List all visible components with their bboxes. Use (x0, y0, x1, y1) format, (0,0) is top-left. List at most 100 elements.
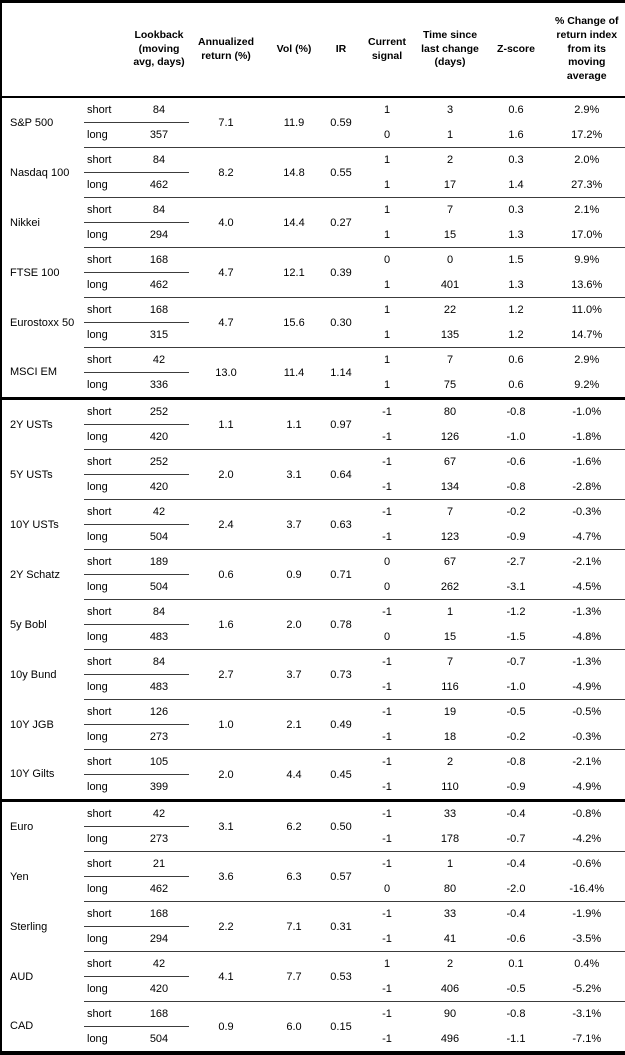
pct-change-value: 13.6% (571, 278, 603, 291)
annualized-return-value: 8.2 (189, 147, 263, 198)
leg-label: short (84, 97, 129, 123)
annualized-return-value: 4.1 (189, 951, 263, 1002)
zscore-value: -0.7 (483, 649, 549, 675)
zscore-value: -0.8 (483, 397, 549, 425)
pct-change-value: 2.1% (549, 197, 625, 223)
pct-change-value: -4.5% (572, 580, 602, 593)
current-signal-value: 1 (383, 178, 391, 191)
current-signal-value: -1 (382, 982, 392, 995)
table-row: Nasdaq 100 short 84 8.2 14.8 0.55 1 2 0.3 2.0% (1, 147, 625, 198)
ir-value: 0.50 (325, 799, 357, 852)
asset-name: 10Y USTs (10, 518, 59, 531)
pct-change-value: 9.9% (549, 247, 625, 273)
time-since-change-value: 18 (443, 730, 457, 743)
pct-change-value: -4.9% (572, 780, 602, 793)
table-row: 10Y Gilts short 105 2.0 4.4 0.45 -1 2 -0.8 -2.1% (1, 749, 625, 801)
time-since-change-value: 262 (440, 580, 460, 593)
time-since-change-value: 33 (417, 799, 483, 827)
lookback-value: 504 (149, 531, 169, 543)
pct-change-value: 27.3% (571, 178, 603, 191)
asset-name: Eurostoxx 50 (10, 316, 75, 329)
current-signal-value: -1 (382, 430, 392, 443)
lookback-value: 84 (129, 197, 189, 223)
leg-label: short (84, 699, 129, 725)
header-row: Lookback (moving avg, days) Annualized r… (1, 2, 625, 97)
table-row: long 420 -1 126 -1.0 -1.8% (1, 425, 625, 450)
lookback-value: 294 (149, 229, 169, 241)
col-header-lookback: Lookback (moving avg, days) (133, 28, 185, 69)
table-row: 5Y USTs short 252 2.0 3.1 0.64 -1 67 -0.6 -1.6% (1, 449, 625, 500)
asset-name: AUD (10, 970, 34, 983)
zscore-value: -0.8 (483, 1001, 549, 1027)
current-signal-value: -1 (382, 780, 392, 793)
pct-change-value: -1.8% (572, 430, 602, 443)
leg-label: short (84, 901, 129, 927)
lookback-value: 42 (129, 951, 189, 977)
time-since-change-value: 126 (440, 430, 460, 443)
table-row: CAD short 168 0.9 6.0 0.15 -1 90 -0.8 -3.1% (1, 1001, 625, 1053)
ir-value: 0.73 (325, 649, 357, 700)
leg-label: short (84, 449, 129, 475)
annualized-return-value: 3.1 (189, 799, 263, 852)
col-header-ir: IR (335, 42, 347, 55)
lookback-value: 483 (149, 631, 169, 643)
leg-label: long (87, 883, 108, 895)
vol-value: 0.9 (263, 549, 325, 600)
leg-label: long (87, 129, 108, 141)
zscore-value: -3.1 (506, 580, 526, 593)
table-row: AUD short 42 4.1 7.7 0.53 1 2 0.1 0.4% (1, 951, 625, 1002)
leg-label: short (84, 649, 129, 675)
ir-value: 0.64 (325, 449, 357, 500)
time-since-change-value: 90 (417, 1001, 483, 1027)
leg-label: short (84, 397, 129, 425)
zscore-value: -0.4 (483, 851, 549, 877)
table-row: long 399 -1 110 -0.9 -4.9% (1, 775, 625, 801)
current-signal-value: -1 (357, 699, 417, 725)
pct-change-value: -2.1% (549, 749, 625, 775)
current-signal-value: -1 (382, 680, 392, 693)
zscore-value: 1.2 (508, 328, 524, 341)
zscore-value: 1.3 (508, 278, 524, 291)
ir-value: 0.78 (325, 599, 357, 650)
annualized-return-value: 2.4 (189, 499, 263, 550)
pct-change-value: -2.8% (572, 480, 602, 493)
zscore-value: 1.4 (508, 178, 524, 191)
zscore-value: -1.2 (483, 599, 549, 625)
vol-value: 14.8 (263, 147, 325, 198)
leg-label: short (84, 799, 129, 827)
time-since-change-value: 7 (417, 347, 483, 373)
lookback-value: 357 (149, 129, 169, 141)
vol-value: 1.1 (263, 397, 325, 450)
pct-change-value: 17.0% (571, 228, 603, 241)
lookback-value: 462 (149, 279, 169, 291)
lookback-value: 84 (129, 599, 189, 625)
leg-label: long (87, 481, 108, 493)
pct-change-value: 2.0% (549, 147, 625, 173)
leg-label: long (87, 379, 108, 391)
time-since-change-value: 2 (417, 951, 483, 977)
current-signal-value: 1 (357, 297, 417, 323)
time-since-change-value: 178 (440, 832, 460, 845)
annualized-return-value: 2.7 (189, 649, 263, 700)
pct-change-value: -1.9% (549, 901, 625, 927)
table-row: long 336 1 75 0.6 9.2% (1, 373, 625, 399)
time-since-change-value: 406 (440, 982, 460, 995)
asset-name: 5Y USTs (10, 468, 53, 481)
time-since-change-value: 22 (417, 297, 483, 323)
time-since-change-value: 80 (417, 397, 483, 425)
annualized-return-value: 2.0 (189, 749, 263, 801)
current-signal-value: 1 (383, 104, 391, 117)
current-signal-value: -1 (357, 649, 417, 675)
current-signal-value: 1 (357, 197, 417, 223)
table-row: long 504 0 262 -3.1 -4.5% (1, 575, 625, 600)
time-since-change-value: 1 (417, 851, 483, 877)
time-since-change-value: 67 (417, 449, 483, 475)
vol-value: 7.7 (263, 951, 325, 1002)
ir-value: 0.55 (325, 147, 357, 198)
ir-value: 1.14 (325, 347, 357, 399)
lookback-value: 252 (129, 449, 189, 475)
lookback-value: 462 (149, 883, 169, 895)
asset-name: Euro (1, 799, 84, 852)
table-row: long 420 -1 134 -0.8 -2.8% (1, 475, 625, 500)
table-row: long 420 -1 406 -0.5 -5.2% (1, 977, 625, 1002)
